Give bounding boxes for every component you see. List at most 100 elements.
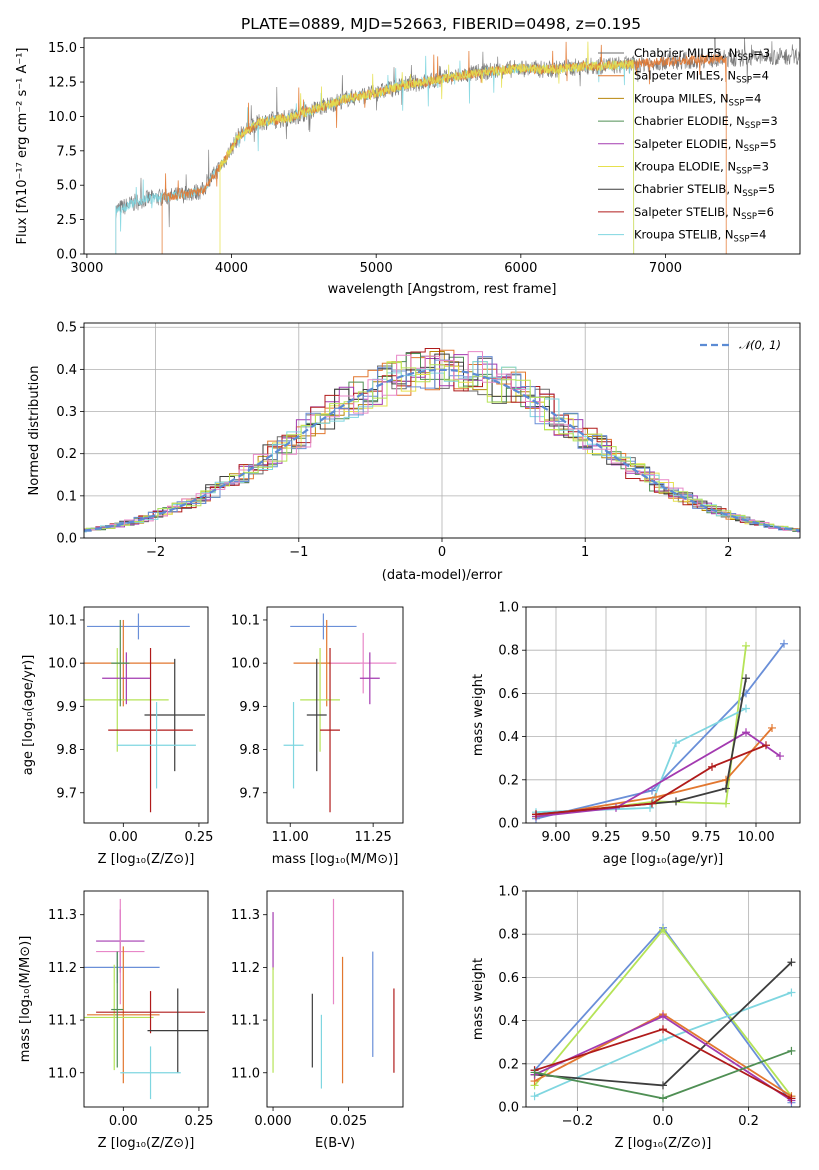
y-tick-label: 0.4 bbox=[498, 730, 519, 745]
legend-text: Salpeter MILES, N bbox=[634, 69, 736, 83]
x-tick-label: 4000 bbox=[215, 261, 248, 276]
x-axis-label: Z [log₁₀(Z/Z⊙)] bbox=[615, 1136, 712, 1151]
gaussian-curve bbox=[84, 368, 800, 532]
series-marker bbox=[742, 728, 750, 737]
y-tick-label: 11.3 bbox=[48, 908, 77, 923]
plot-massweight-vs-age: 9.00 9.25 9.50 9.75 10.00 0.0 0.2 0.4 0.6 0.8 1.0 a… bbox=[471, 601, 801, 867]
series-marker bbox=[659, 1036, 667, 1045]
data-layer-massweight-vs-Z bbox=[530, 923, 796, 1107]
series-marker bbox=[787, 958, 796, 967]
x-tick-label: −1 bbox=[289, 545, 308, 560]
x-tick-label: 0.025 bbox=[330, 1114, 367, 1129]
series-marker bbox=[659, 1094, 667, 1103]
spectrum-legend: Chabrier MILES, NSSP=3 Salpeter MILES, N S… bbox=[598, 46, 778, 245]
y-tick-label: 5.0 bbox=[56, 179, 77, 194]
y-axis-label: age [log₁₀(age/yr)] bbox=[21, 655, 36, 776]
plot-mass-vs-Z: 0.00 0.25 11.0 11.1 11.2 11.3 Z [log₁₀(Z/Z⊙)] m… bbox=[18, 890, 213, 1151]
axes-frame bbox=[83, 37, 801, 255]
series-line bbox=[535, 643, 785, 820]
x-tick-label: 7000 bbox=[649, 261, 682, 276]
series-marker bbox=[787, 1046, 796, 1055]
series-line bbox=[535, 731, 781, 818]
y-axis-label: Flux [fλ10⁻¹⁷ erg cm⁻² s⁻¹ A⁻¹] bbox=[15, 48, 30, 245]
legend-value: =4 bbox=[749, 228, 766, 242]
histogram-lime bbox=[84, 362, 800, 532]
x-tick-label: 5000 bbox=[360, 261, 393, 276]
y-tick-label: 0.2 bbox=[498, 1057, 519, 1072]
y-tick-label: 0.3 bbox=[56, 405, 77, 420]
legend-text: Salpeter STELIB, N bbox=[634, 205, 741, 219]
y-tick-label: 0.6 bbox=[498, 971, 519, 986]
histogram-pink bbox=[84, 351, 800, 531]
x-tick-label: 0.00 bbox=[109, 830, 138, 845]
spectrum-line bbox=[115, 55, 635, 254]
y-tick-label: 15.0 bbox=[48, 41, 77, 56]
data-layer-massweight-vs-age bbox=[532, 639, 788, 823]
y-tick-label: 0.2 bbox=[498, 773, 519, 788]
y-tick-label: 0.5 bbox=[56, 321, 77, 336]
figure-title: PLATE=0889, MJD=52663, FIBERID=0498, z=0… bbox=[241, 15, 641, 33]
x-axis-label: (data-model)/error bbox=[382, 568, 503, 583]
x-axis-label: wavelength [Angstrom, rest frame] bbox=[328, 282, 557, 297]
x-tick-label: 9.75 bbox=[692, 830, 721, 845]
x-axis-label: Z [log₁₀(Z/Z⊙)] bbox=[98, 1136, 195, 1151]
y-tick-label: 11.1 bbox=[231, 1014, 260, 1029]
series-marker bbox=[722, 784, 730, 793]
y-tick-label: 0.8 bbox=[498, 644, 519, 659]
y-tick-label: 11.3 bbox=[231, 908, 260, 923]
series-marker bbox=[659, 1081, 667, 1090]
legend-text: Kroupa STELIB, N bbox=[634, 228, 734, 242]
series-marker bbox=[659, 925, 667, 934]
legend-label: Chabrier MILES, NSSP=3 bbox=[634, 46, 770, 63]
spectrum-line bbox=[219, 41, 635, 254]
x-tick-label: 0 bbox=[438, 545, 446, 560]
legend-text: Kroupa ELODIE, N bbox=[634, 160, 736, 174]
legend-value: =5 bbox=[758, 182, 775, 196]
legend-label: Kroupa STELIB, NSSP=4 bbox=[634, 228, 766, 245]
y-tick-label: 9.8 bbox=[56, 743, 77, 758]
y-tick-label: 0.2 bbox=[56, 447, 77, 462]
data-layer-residuals bbox=[84, 348, 800, 533]
plot-age-vs-Z: 0.00 0.25 9.7 9.8 9.9 10.0 10.1 Z [log₁₀(Z/Z⊙)]… bbox=[21, 606, 213, 867]
series-marker bbox=[708, 762, 716, 771]
legend-label: Salpeter STELIB, NSSP=6 bbox=[634, 205, 774, 222]
x-axis-label: mass [log₁₀(M/M⊙)] bbox=[272, 852, 399, 867]
series-marker bbox=[672, 739, 680, 748]
y-tick-label: 0.6 bbox=[498, 687, 519, 702]
y-tick-label: 10.1 bbox=[231, 613, 260, 628]
series-marker bbox=[776, 752, 784, 761]
legend-text: Kroupa MILES, N bbox=[634, 91, 729, 105]
legend-sub: SSP bbox=[744, 144, 760, 154]
x-tick-label: 0.25 bbox=[184, 830, 213, 845]
y-tick-label: 10.0 bbox=[231, 657, 260, 672]
data-layer-age-vs-Z bbox=[84, 613, 205, 813]
series-marker bbox=[530, 1092, 539, 1101]
series-marker bbox=[780, 639, 788, 648]
y-tick-label: 0.0 bbox=[56, 532, 77, 547]
x-axis-label: age [log₁₀(age/yr)] bbox=[603, 852, 724, 867]
y-axis-label: mass weight bbox=[471, 674, 486, 756]
legend-label: Kroupa MILES, NSSP=4 bbox=[634, 91, 761, 108]
series-marker bbox=[722, 799, 730, 808]
legend-text: Chabrier STELIB, N bbox=[634, 182, 742, 196]
y-tick-label: 10.1 bbox=[48, 613, 77, 628]
legend-sub: SSP bbox=[729, 98, 745, 108]
y-tick-label: 11.0 bbox=[48, 1066, 77, 1081]
x-tick-label: 0.2 bbox=[738, 1114, 759, 1129]
x-tick-label: 9.50 bbox=[642, 830, 671, 845]
plot-mass-vs-ebv: 0.000 0.025 11.0 11.1 11.2 11.3 E(B-V) bbox=[231, 890, 404, 1151]
series-line bbox=[535, 744, 767, 816]
x-tick-label: 0.25 bbox=[184, 1114, 213, 1129]
legend-value: =4 bbox=[744, 91, 761, 105]
data-layer-mass-vs-ebv bbox=[272, 898, 395, 1089]
y-axis-label: mass [log₁₀(M/M⊙)] bbox=[18, 936, 33, 1063]
series-line bbox=[535, 707, 747, 814]
y-tick-label: 0.1 bbox=[56, 489, 77, 504]
x-tick-label: 0.0 bbox=[653, 1114, 674, 1129]
histogram-salpeter-stelib bbox=[84, 348, 800, 531]
series-marker bbox=[530, 1068, 539, 1077]
x-tick-label: −0.2 bbox=[562, 1114, 594, 1129]
series-marker bbox=[659, 1025, 667, 1034]
series-marker bbox=[787, 988, 796, 997]
